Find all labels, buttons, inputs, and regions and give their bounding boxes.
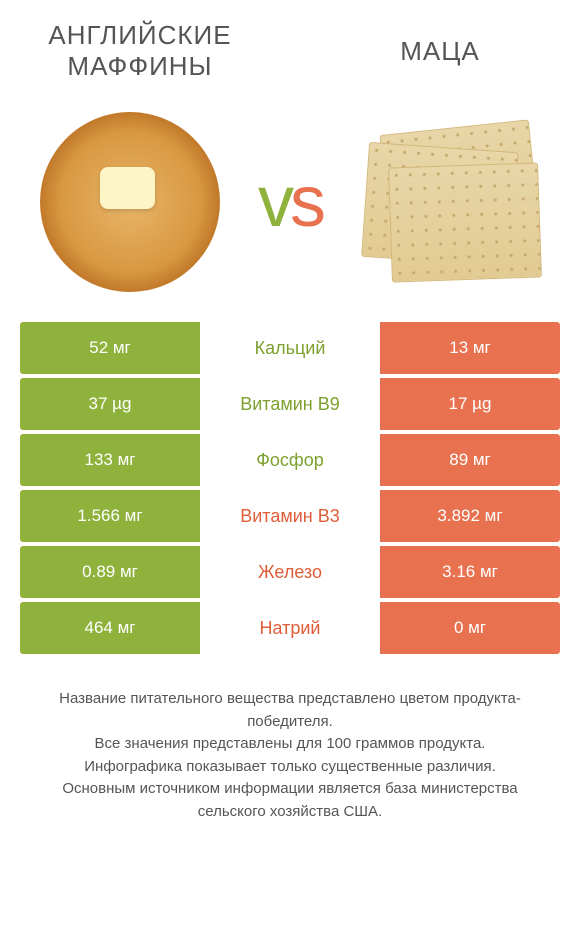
left-value-cell: 37 µg [20, 378, 200, 430]
right-value-cell: 17 µg [380, 378, 560, 430]
table-row: 464 мгНатрий0 мг [20, 602, 560, 658]
left-product-title: АНГЛИЙСКИЕ МАФФИНЫ [30, 20, 250, 82]
nutrient-label: Витамин B3 [200, 490, 380, 542]
left-product-image [30, 102, 230, 302]
left-value-cell: 52 мг [20, 322, 200, 374]
nutrient-label: Железо [200, 546, 380, 598]
right-product-title: МАЦА [330, 36, 550, 67]
nutrient-label: Натрий [200, 602, 380, 654]
footer-line: Название питательного вещества представл… [30, 688, 550, 733]
vs-v: v [258, 162, 290, 242]
footer-line: Основным источником информации является … [30, 778, 550, 823]
right-product-image [350, 102, 550, 302]
nutrient-label: Кальций [200, 322, 380, 374]
footer-line: Все значения представлены для 100 граммо… [30, 733, 550, 756]
nutrient-label: Фосфор [200, 434, 380, 486]
table-row: 0.89 мгЖелезо3.16 мг [20, 546, 560, 602]
vs-s: s [290, 162, 322, 242]
table-row: 52 мгКальций13 мг [20, 322, 560, 378]
left-value-cell: 464 мг [20, 602, 200, 654]
table-row: 1.566 мгВитамин B33.892 мг [20, 490, 560, 546]
right-value-cell: 13 мг [380, 322, 560, 374]
footer-line: Инфографика показывает только существенн… [30, 756, 550, 779]
table-row: 133 мгФосфор89 мг [20, 434, 560, 490]
header: АНГЛИЙСКИЕ МАФФИНЫ МАЦА [0, 0, 580, 92]
matzo-icon [355, 117, 545, 287]
left-value-cell: 133 мг [20, 434, 200, 486]
right-value-cell: 3.892 мг [380, 490, 560, 542]
table-row: 37 µgВитамин B917 µg [20, 378, 560, 434]
vs-label: vs [258, 161, 322, 243]
images-row: vs [0, 92, 580, 322]
left-value-cell: 0.89 мг [20, 546, 200, 598]
right-value-cell: 89 мг [380, 434, 560, 486]
nutrient-label: Витамин B9 [200, 378, 380, 430]
comparison-table: 52 мгКальций13 мг37 µgВитамин B917 µg133… [0, 322, 580, 658]
right-value-cell: 0 мг [380, 602, 560, 654]
footer-notes: Название питательного вещества представл… [0, 658, 580, 823]
muffin-icon [40, 112, 220, 292]
right-value-cell: 3.16 мг [380, 546, 560, 598]
left-value-cell: 1.566 мг [20, 490, 200, 542]
